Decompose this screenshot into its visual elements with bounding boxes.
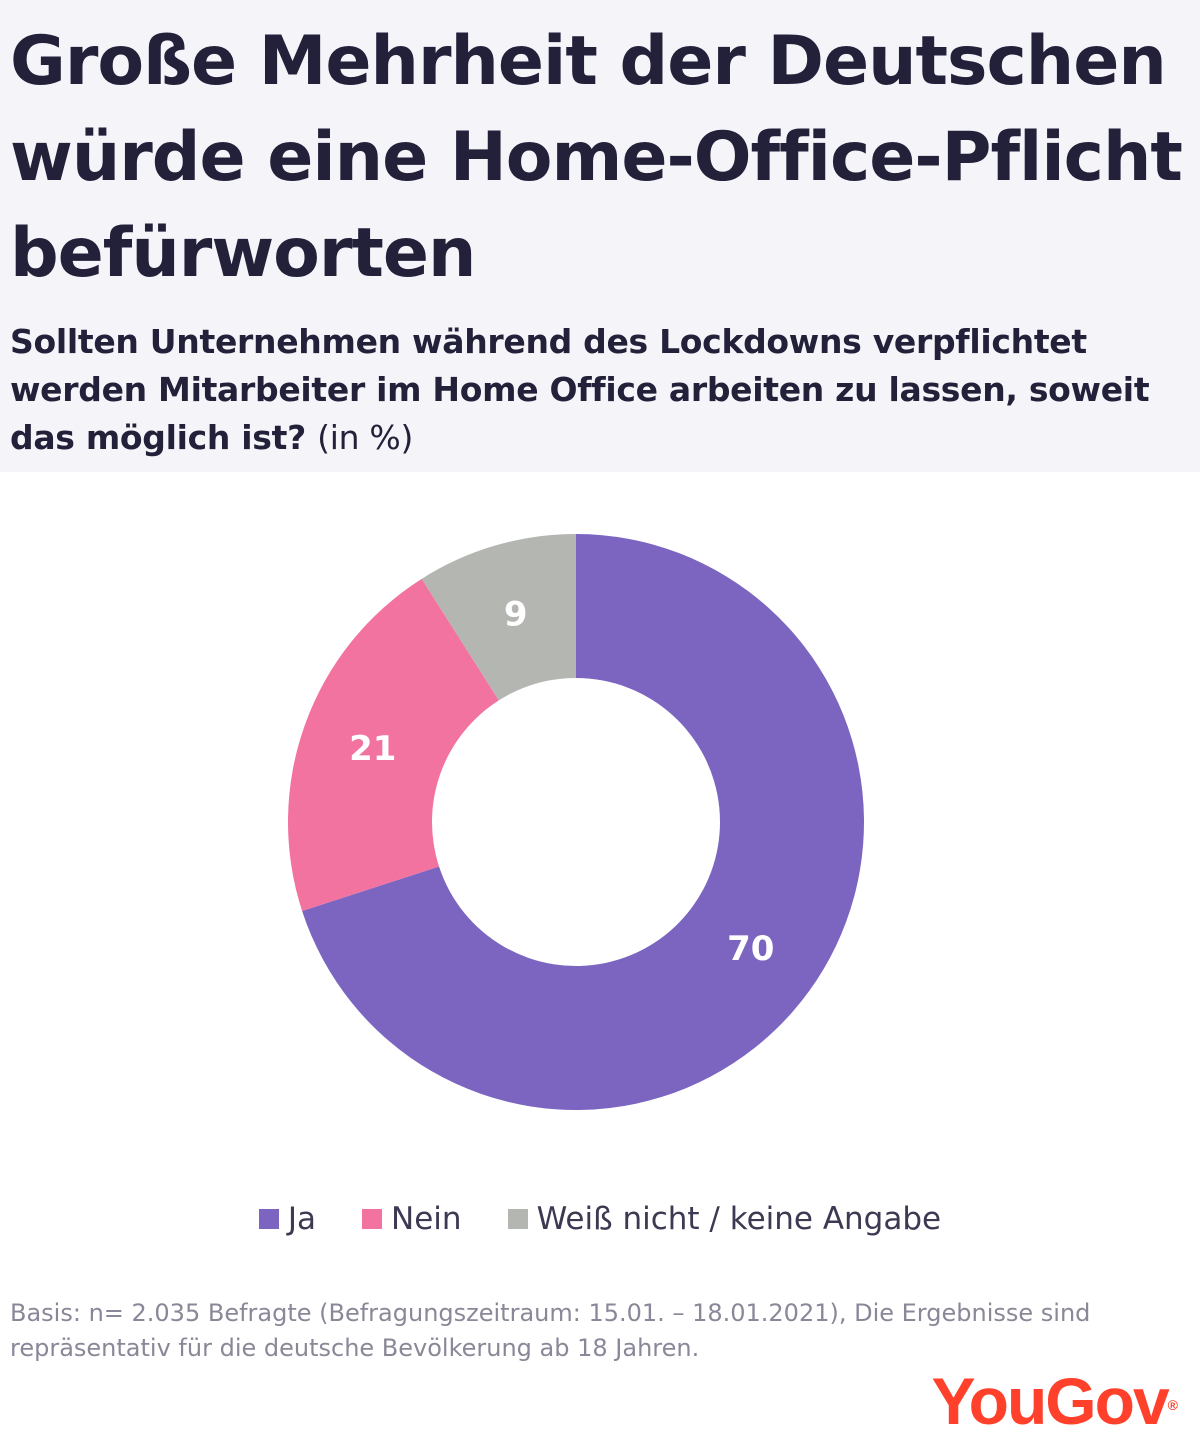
legend-item-weiss-nicht: Weiß nicht / keine Angabe bbox=[507, 1201, 942, 1237]
yougov-logo: YouGov® bbox=[932, 1366, 1178, 1436]
legend-swatch bbox=[362, 1209, 383, 1229]
legend-swatch bbox=[258, 1209, 279, 1229]
legend-item-ja: Ja bbox=[258, 1201, 317, 1237]
logo-text: YouGov bbox=[931, 1364, 1170, 1438]
chart-subtitle: Sollten Unternehmen während des Lockdown… bbox=[10, 318, 1195, 462]
slice-nein bbox=[288, 578, 499, 911]
donut-chart: 70 21 9 bbox=[288, 534, 865, 1110]
data-label-weiss-nicht: 9 bbox=[504, 595, 528, 635]
legend-label: Ja bbox=[287, 1201, 317, 1237]
legend-label: Nein bbox=[391, 1201, 462, 1237]
unit-label: (in %) bbox=[317, 418, 414, 457]
legend-item-nein: Nein bbox=[362, 1201, 462, 1237]
data-label-ja: 70 bbox=[727, 929, 774, 969]
header-panel: Große Mehrheit der Deutschen würde eine … bbox=[0, 0, 1200, 472]
footnote: Basis: n= 2.035 Befragte (Befragungszeit… bbox=[10, 1299, 1091, 1362]
slice-weiss-nicht bbox=[421, 534, 576, 701]
chart-title: Große Mehrheit der Deutschen würde eine … bbox=[10, 22, 1183, 293]
legend-label: Weiß nicht / keine Angabe bbox=[536, 1201, 942, 1237]
data-label-nein: 21 bbox=[349, 729, 396, 769]
slice-ja bbox=[302, 534, 865, 1110]
question-text: Sollten Unternehmen während des Lockdown… bbox=[10, 322, 1150, 457]
legend-swatch bbox=[507, 1209, 528, 1229]
registered-mark: ® bbox=[1167, 1397, 1178, 1413]
chart-legend: Ja Nein Weiß nicht / keine Angabe bbox=[0, 1196, 1200, 1242]
